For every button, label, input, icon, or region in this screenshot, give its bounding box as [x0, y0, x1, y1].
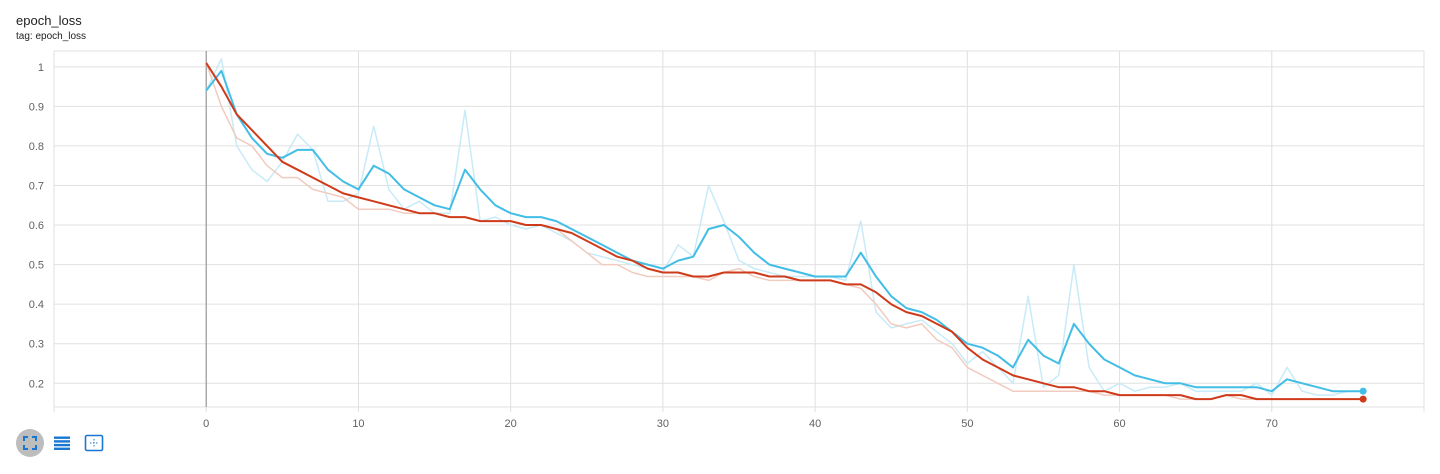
raw-series	[205, 58, 1364, 400]
y-tick-label: 1	[38, 62, 44, 74]
chart-title: epoch_loss	[16, 13, 82, 28]
x-tick-label: 30	[657, 418, 669, 430]
grid	[53, 50, 1425, 412]
x-tick-label: 60	[1113, 418, 1125, 430]
y-tick-label: 0.8	[29, 141, 44, 153]
orange-last-point	[1359, 395, 1367, 403]
smoothed-series	[205, 62, 1367, 403]
x-tick-label: 10	[352, 418, 364, 430]
chart-toolbar	[16, 429, 112, 457]
x-tick-label: 50	[961, 418, 973, 430]
x-tick-label: 0	[203, 418, 209, 430]
x-tick-label: 20	[505, 418, 517, 430]
y-tick-label: 0.7	[29, 180, 44, 192]
chart-tag: tag: epoch_loss	[16, 31, 87, 42]
data-table-icon	[54, 436, 70, 450]
orange-smoothed-line	[205, 62, 1364, 401]
y-tick-label: 0.9	[29, 101, 44, 113]
blue-smoothed-line	[205, 69, 1364, 393]
y-tick-label: 0.5	[29, 260, 44, 272]
blue-raw-line	[205, 58, 1364, 396]
x-tick-label: 40	[809, 418, 821, 430]
y-tick-label: 0.4	[29, 299, 44, 311]
blue-last-point	[1359, 387, 1367, 395]
select-region-icon	[84, 434, 104, 452]
y-tick-label: 0.2	[29, 378, 44, 390]
orange-raw-line	[205, 62, 1364, 400]
y-tick-label: 0.6	[29, 220, 44, 232]
fit-domain-icon	[23, 436, 37, 450]
x-tick-label: 70	[1266, 418, 1278, 430]
data-table-button[interactable]	[48, 429, 76, 457]
tick-labels: 0.20.30.40.50.60.70.80.910 10 20 30 40 50 60 70	[29, 62, 1278, 430]
select-region-button[interactable]	[80, 429, 108, 457]
fit-domain-button[interactable]	[16, 429, 44, 457]
y-tick-label: 0.3	[29, 339, 44, 351]
